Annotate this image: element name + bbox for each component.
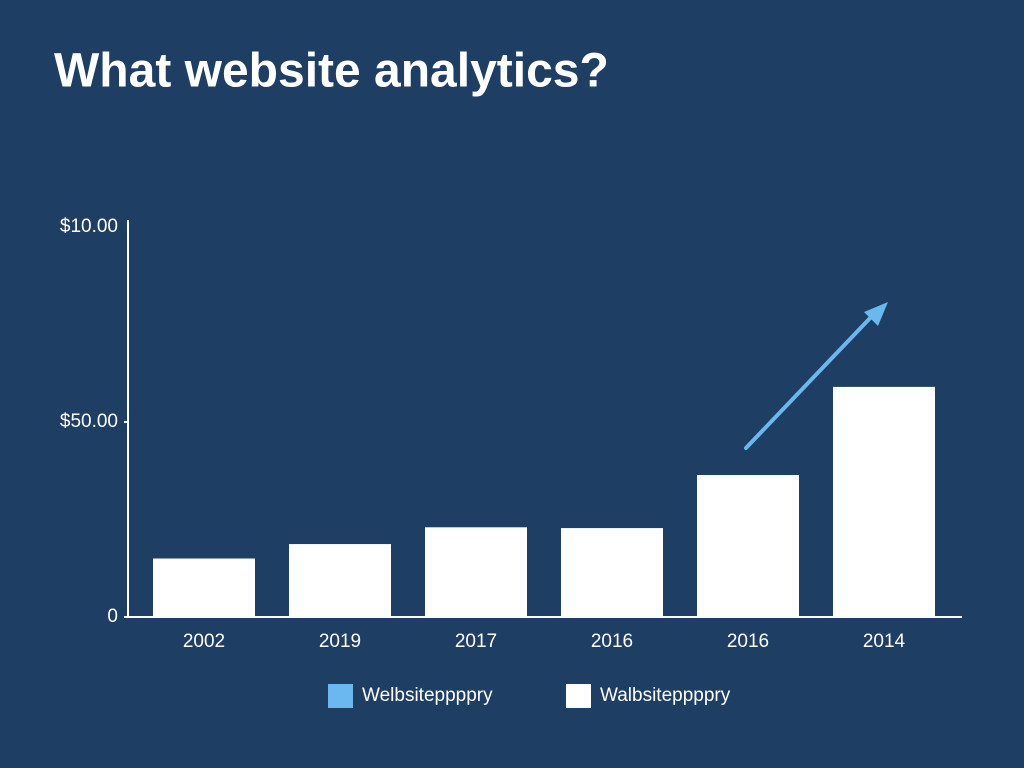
legend-swatch: [328, 684, 353, 708]
x-tick-label: 2014: [863, 631, 906, 652]
x-tick-label: 2017: [455, 631, 497, 652]
legend-swatch: [566, 684, 591, 708]
legend-label: Welbsiteppppry: [362, 685, 493, 706]
x-tick-label: 2016: [727, 631, 769, 652]
chart-title: What website analytics?: [54, 45, 609, 98]
bar: [289, 544, 391, 617]
legend-label: Walbsiteppppry: [600, 685, 731, 706]
bar: [561, 528, 663, 617]
bar: [833, 386, 935, 617]
x-tick-label: 2019: [319, 631, 361, 652]
bar: [697, 475, 799, 617]
y-top-label: $10.00: [60, 216, 118, 237]
y-tick-label: 0: [107, 606, 118, 627]
trend-arrow: [744, 302, 888, 450]
y-tick-label: $50.00: [60, 411, 118, 432]
x-tick-label: 2016: [591, 631, 633, 652]
x-tick-label: 2002: [183, 631, 225, 652]
bar: [425, 527, 527, 617]
bar: [153, 558, 255, 617]
